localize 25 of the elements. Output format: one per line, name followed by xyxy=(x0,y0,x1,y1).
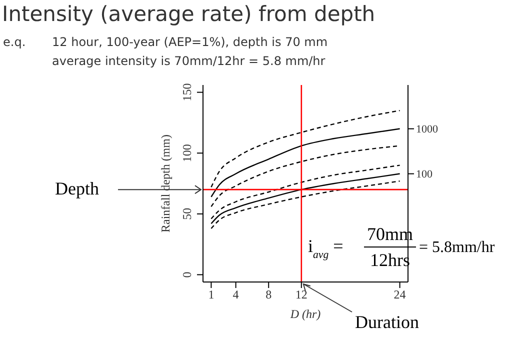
legend-label: 100 xyxy=(416,168,433,181)
y-tick-label: 50 xyxy=(180,208,194,220)
text: Duration xyxy=(355,312,419,332)
line-series xyxy=(210,173,400,224)
text: e.q. xyxy=(3,35,26,49)
text: = 5.8mm/hr xyxy=(419,239,496,256)
x-tick-label: 4 xyxy=(232,288,239,302)
line-series xyxy=(210,128,400,198)
line-series xyxy=(210,164,400,220)
x-tick-label: 8 xyxy=(266,288,272,302)
y-tick-label: 100 xyxy=(180,144,194,162)
legend-label: 1000 xyxy=(416,124,438,136)
chart-subtitle: 12 hour, 100-year (AEP=1%), depth is 70 mm average intensity is 70mm/12hr = 5.8 mm/hr xyxy=(52,35,328,68)
line-series xyxy=(210,180,400,230)
annotation: i$_{avg}$ = xyxy=(308,236,344,261)
x-tick-label: 12 xyxy=(295,288,308,302)
y-tick-label: 0 xyxy=(180,272,194,278)
line-series xyxy=(210,110,400,188)
text: Depth xyxy=(55,178,99,199)
x-tick-label: 1 xyxy=(208,288,214,302)
x-axis-title: D (hr) xyxy=(289,307,321,321)
y-axis-title: Rainfall depth (mm) xyxy=(158,134,172,232)
y-tick-label: 150 xyxy=(180,83,194,102)
chart-title: Intensity (average rate) from depth xyxy=(2,2,376,26)
x-tick-label: 24 xyxy=(394,288,406,302)
